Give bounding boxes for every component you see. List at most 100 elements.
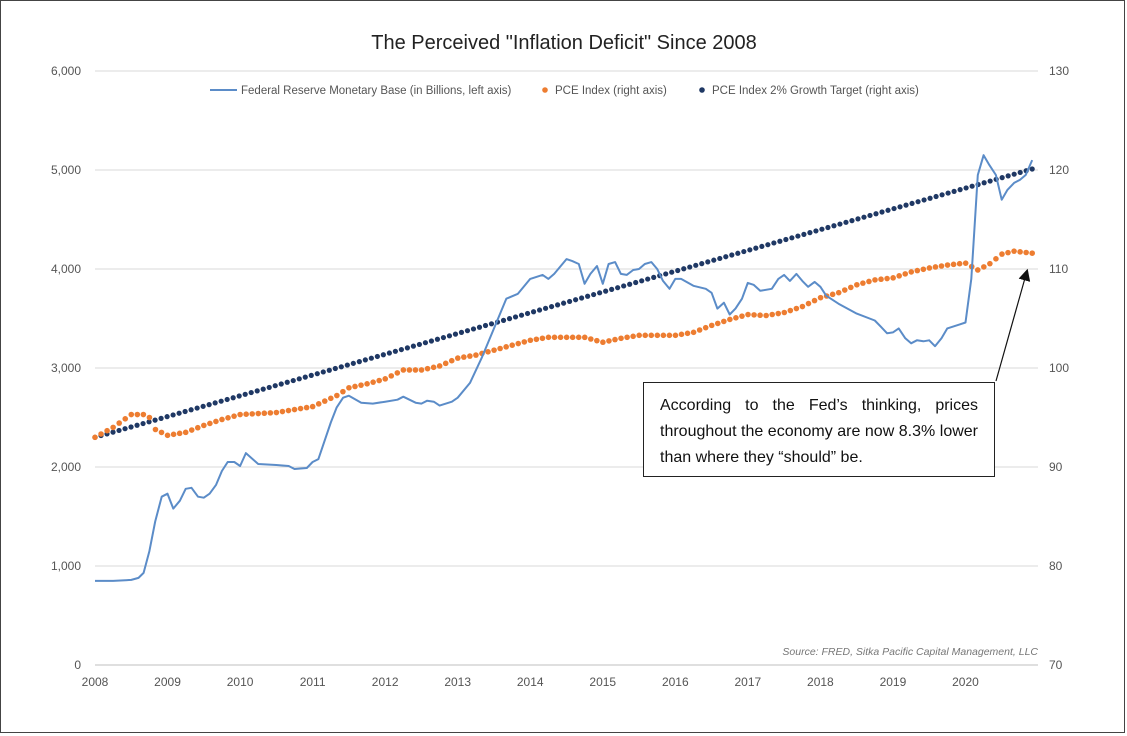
target-point [687, 264, 693, 270]
pce-point [721, 318, 727, 325]
target-point [981, 180, 987, 186]
pce-point [799, 303, 806, 310]
target-point [705, 259, 711, 265]
target-point [308, 372, 314, 378]
pce-point [424, 365, 431, 372]
pce-point [1023, 249, 1029, 256]
pce-point [1029, 250, 1035, 256]
x-tick-label: 2017 [734, 675, 761, 689]
pce-point [430, 364, 437, 371]
target-point [380, 352, 386, 358]
target-point [488, 321, 495, 327]
pce-point [249, 411, 256, 417]
target-point [476, 324, 483, 330]
target-point [651, 274, 657, 280]
pce-point [545, 334, 552, 341]
target-point [753, 245, 759, 251]
legend-pce-swatch [542, 87, 548, 93]
pce-point [606, 338, 612, 344]
target-point [152, 417, 158, 423]
target-point [386, 350, 392, 356]
target-point [230, 395, 236, 401]
pce-point [690, 329, 697, 336]
target-point [542, 305, 549, 311]
pce-point [908, 269, 915, 275]
target-point [837, 221, 843, 227]
pce-point [757, 312, 763, 319]
y-right-tick-label: 130 [1049, 64, 1069, 78]
target-point [236, 393, 242, 399]
pce-point [454, 355, 461, 361]
pce-point [805, 300, 812, 307]
y-left-tick-label: 1,000 [51, 559, 81, 573]
pce-point [509, 342, 516, 349]
target-point [206, 402, 212, 408]
pce-point [291, 406, 298, 413]
pce-point [521, 339, 528, 345]
target-point [398, 346, 404, 353]
gridlines [95, 70, 1038, 666]
target-point [633, 279, 639, 286]
pce-point [581, 334, 588, 341]
pce-point [225, 415, 231, 421]
target-point [645, 276, 651, 282]
pce-point [243, 411, 249, 417]
target-point [266, 384, 272, 391]
target-point [392, 348, 398, 354]
target-point [260, 386, 266, 392]
x-tick-label: 2012 [372, 675, 399, 689]
y-right-tick-label: 70 [1049, 658, 1063, 672]
target-point [681, 266, 687, 272]
target-point [452, 331, 459, 337]
pce-point [684, 330, 691, 337]
pce-point [334, 392, 340, 399]
target-point [410, 343, 417, 349]
x-tick-label: 2019 [880, 675, 907, 689]
target-point [849, 218, 855, 224]
target-point [362, 357, 368, 363]
source-note: Source: FRED, Sitka Pacific Capital Mana… [782, 646, 1038, 658]
target-point [428, 338, 435, 344]
monetary-base-line [95, 154, 1034, 582]
pce-point [999, 251, 1005, 257]
target-point [831, 223, 837, 229]
target-point [885, 207, 891, 213]
pce-point [944, 262, 951, 268]
pce-point [551, 334, 558, 341]
pce-point [116, 420, 122, 426]
pce-point [594, 337, 600, 344]
target-point [771, 240, 777, 246]
pce-point [491, 347, 497, 353]
pce-point [702, 324, 709, 331]
pce-point [261, 410, 268, 417]
pce-point [950, 261, 957, 268]
legend-target-label: PCE Index 2% Growth Target (right axis) [712, 85, 919, 97]
y-left-tick-label: 2,000 [51, 460, 81, 474]
target-point [897, 204, 903, 210]
target-point [434, 336, 441, 342]
pce-point [412, 367, 419, 373]
pce-point [624, 334, 630, 341]
pce-point [267, 410, 274, 416]
pce-point [835, 289, 842, 296]
pce-point [745, 311, 751, 318]
target-point [218, 398, 224, 404]
pce-point [642, 332, 649, 339]
pce-point [751, 312, 757, 318]
target-point [669, 269, 675, 275]
pce-point [648, 332, 655, 339]
target-point [1029, 166, 1035, 172]
legend-target-swatch [699, 87, 705, 93]
target-point [122, 426, 128, 432]
pce-point [902, 271, 909, 277]
pce-point [938, 263, 945, 269]
target-point [1011, 171, 1017, 177]
pce-point [394, 370, 401, 376]
target-point [735, 250, 741, 256]
target-point [915, 199, 921, 205]
pce-point [146, 414, 153, 421]
pce-point [793, 305, 800, 312]
x-tick-label: 2016 [662, 675, 689, 689]
x-tick-label: 2011 [300, 675, 326, 689]
target-point [615, 285, 621, 291]
